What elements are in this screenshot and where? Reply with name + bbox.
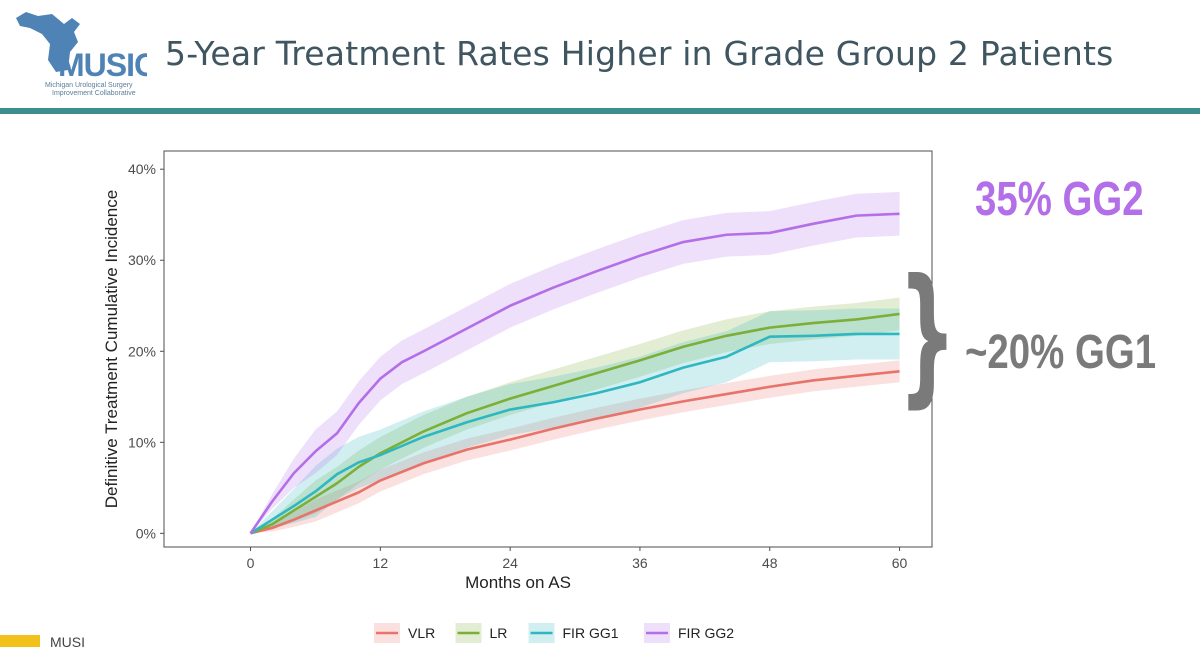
header-divider (0, 108, 1200, 114)
x-tick-label: 12 (373, 555, 389, 571)
y-tick-label: 40% (128, 161, 156, 177)
x-tick-label: 0 (247, 555, 255, 571)
legend-label-lr: LR (490, 625, 508, 641)
x-tick-label: 60 (892, 555, 908, 571)
y-tick-label: 0% (136, 525, 156, 541)
x-tick-label: 36 (632, 555, 648, 571)
y-tick-label: 10% (128, 434, 156, 450)
logo-tagline-line2: Improvement Collaborative (52, 90, 136, 97)
logo-tagline-line1: Michigan Urological Surgery (45, 82, 133, 89)
series-line-fir-gg2 (249, 212, 900, 535)
y-axis-label: Definitive Treatment Cumulative Incidenc… (102, 190, 121, 508)
x-tick-label: 24 (502, 555, 518, 571)
x-axis-label: Months on AS (465, 573, 571, 592)
confidence-band-fir-gg1 (250, 308, 900, 534)
music-logo: MUSIC Michigan Urological Surgery Improv… (16, 12, 147, 97)
slide-title: 5-Year Treatment Rates Higher in Grade G… (165, 34, 1114, 73)
annotation-gg2: 35% GG2 (975, 173, 1144, 226)
series-line-fir-gg1 (249, 332, 900, 535)
y-tick-label: 30% (128, 252, 156, 268)
footer-logo-block (0, 635, 40, 647)
logo-wordmark: MUSIC (58, 47, 147, 83)
x-tick-label: 48 (762, 555, 778, 571)
legend-label-vlr: VLR (408, 625, 435, 641)
annotation-gg1: ~20% GG1 (965, 326, 1157, 379)
series-line-lr (250, 312, 900, 535)
series-line-vlr (250, 370, 900, 535)
michigan-map-icon (16, 12, 80, 72)
plot-panel (163, 150, 933, 548)
legend-label-fir-gg1: FIR GG1 (563, 625, 619, 641)
footer-text: MUSI (50, 634, 85, 650)
gg1-bracket-icon: } (898, 248, 957, 422)
legend-label-fir-gg2: FIR GG2 (678, 625, 734, 641)
confidence-band-fir-gg2 (250, 191, 900, 534)
y-tick-label: 20% (128, 343, 156, 359)
